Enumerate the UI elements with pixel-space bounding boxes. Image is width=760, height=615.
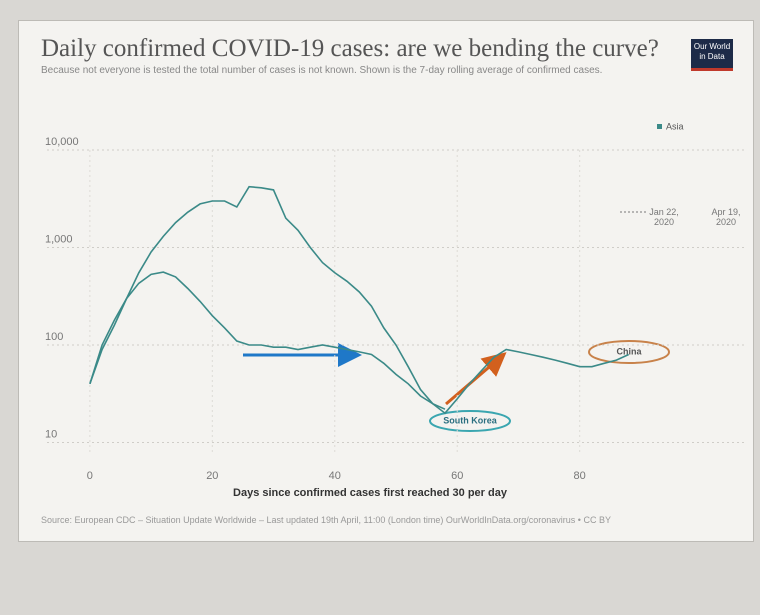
series-line (90, 272, 445, 409)
x-tick-label: 20 (206, 470, 218, 482)
x-tick-label: 40 (329, 470, 341, 482)
x-tick-label: 80 (574, 470, 586, 482)
y-tick-label: 10,000 (45, 136, 79, 148)
series-label: China (616, 346, 642, 356)
legend-label: Asia (666, 121, 684, 131)
series-label: South Korea (443, 415, 497, 425)
y-tick-label: 1,000 (45, 233, 73, 245)
legend-swatch (657, 124, 662, 129)
series-line (90, 187, 629, 414)
y-tick-label: 100 (45, 331, 63, 343)
x-tick-label: 60 (451, 470, 463, 482)
y-tick-label: 10 (45, 428, 57, 440)
x-axis-label: Days since confirmed cases first reached… (233, 487, 508, 499)
x-tick-label: 0 (87, 470, 93, 482)
page: {"chart_data": { "type": "line", "title"… (0, 0, 760, 615)
chart: Days since confirmed cases first reached… (0, 0, 760, 615)
